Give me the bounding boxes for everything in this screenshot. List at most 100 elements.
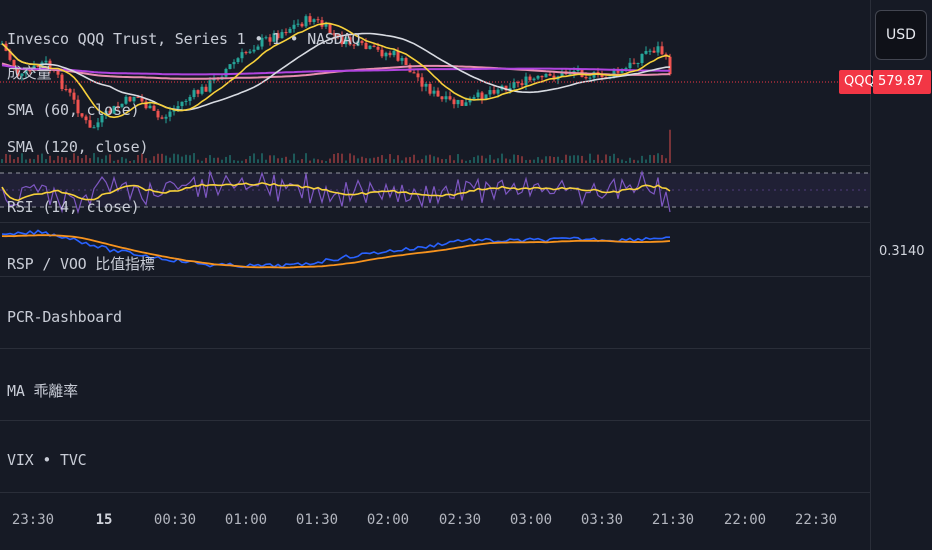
volume-bar xyxy=(201,160,203,163)
ma-deviation-legend[interactable]: MA 乖離率 xyxy=(7,382,78,400)
volume-bar xyxy=(153,156,155,163)
volume-bar xyxy=(49,155,51,163)
volume-bar xyxy=(577,155,579,163)
candle-body xyxy=(244,52,248,54)
candle-body xyxy=(344,37,348,45)
sma-120-legend[interactable]: SMA (120, close) xyxy=(7,138,149,156)
volume-bar xyxy=(1,159,3,163)
volume-bar xyxy=(605,154,607,163)
candle-body xyxy=(472,97,476,100)
volume-bar xyxy=(541,159,543,163)
candle-body xyxy=(128,96,132,102)
pcr-dashboard-legend[interactable]: PCR-Dashboard xyxy=(7,308,122,326)
volume-bar xyxy=(21,153,23,163)
candle-body xyxy=(124,96,128,104)
candle-body xyxy=(332,33,336,35)
candle-body xyxy=(640,53,644,64)
pane-separator[interactable] xyxy=(0,165,870,166)
candle-body xyxy=(224,69,228,77)
candle-body xyxy=(80,113,84,117)
volume-bar xyxy=(285,156,287,163)
candle-body xyxy=(484,94,488,100)
currency-button[interactable]: USD xyxy=(875,10,927,60)
pane-separator[interactable] xyxy=(0,348,870,349)
candle-body xyxy=(448,96,452,100)
volume-bar xyxy=(281,157,283,163)
candle-body xyxy=(180,101,184,107)
volume-bar xyxy=(101,158,103,163)
candle-body xyxy=(524,76,528,86)
candle-body xyxy=(628,62,632,69)
volume-bar xyxy=(245,159,247,163)
candle-body xyxy=(668,56,672,75)
volume-bars xyxy=(1,129,671,163)
candle-body xyxy=(68,89,72,93)
volume-bar xyxy=(185,154,187,163)
candle-body xyxy=(260,37,264,47)
sma-60-legend[interactable]: SMA (60, close) xyxy=(7,101,140,119)
chart-canvas[interactable] xyxy=(0,0,870,500)
volume-bar xyxy=(397,155,399,163)
volume-bar xyxy=(81,158,83,163)
volume-bar xyxy=(273,155,275,163)
volume-bar xyxy=(633,159,635,163)
volume-bar xyxy=(225,156,227,163)
candle-body xyxy=(88,120,92,128)
candle-body xyxy=(204,86,208,92)
volume-bar xyxy=(401,160,403,163)
candle-body xyxy=(188,97,192,101)
volume-bar xyxy=(461,159,463,163)
time-axis-tick: 02:00 xyxy=(366,512,410,528)
candle-body xyxy=(480,92,484,100)
price-tag-value: 579.87 xyxy=(873,70,931,94)
candle-body xyxy=(380,49,384,57)
candle-body xyxy=(340,35,344,45)
vix-legend[interactable]: VIX • TVC xyxy=(7,451,87,469)
rsi-legend[interactable]: RSI (14, close) xyxy=(7,198,140,216)
ma-purple-line xyxy=(1,64,671,76)
volume-bar xyxy=(533,159,535,163)
volume-bar xyxy=(433,156,435,163)
candle-body xyxy=(192,90,196,98)
rsi-ma-line xyxy=(1,182,671,202)
volume-bar xyxy=(601,160,603,163)
candle-body xyxy=(148,105,152,109)
candle-body xyxy=(256,46,260,50)
candle-body xyxy=(440,96,444,100)
candle-body xyxy=(108,110,112,114)
rsp-voo-legend[interactable]: RSP / VOO 比值指標 xyxy=(7,255,155,273)
candle-body xyxy=(84,116,88,121)
candle-body xyxy=(44,60,48,63)
volume-bar xyxy=(305,153,307,163)
candle-body xyxy=(504,85,508,91)
time-axis-tick: 21:30 xyxy=(651,512,695,528)
candle-body xyxy=(12,59,16,69)
candle-body xyxy=(508,87,512,91)
candle-body xyxy=(272,33,276,42)
candle-body xyxy=(420,77,424,87)
volume-bar xyxy=(473,157,475,163)
symbol-title[interactable]: Invesco QQQ Trust, Series 1 • 1 • NASDAQ xyxy=(7,30,361,48)
candle-body xyxy=(120,103,124,107)
volume-bar xyxy=(109,154,111,163)
volume-bar xyxy=(17,157,19,163)
candle-body xyxy=(424,84,428,87)
candle-body xyxy=(588,77,592,79)
pane-separator[interactable] xyxy=(0,222,870,223)
candle-body xyxy=(152,105,156,111)
volume-legend[interactable]: 成交量 xyxy=(7,64,52,82)
volume-bar xyxy=(73,153,75,163)
volume-bar xyxy=(525,160,527,163)
candle-body xyxy=(384,52,388,57)
volume-bar xyxy=(209,155,211,163)
volume-bar xyxy=(193,153,195,163)
candle-body xyxy=(520,83,524,86)
volume-bar xyxy=(457,154,459,163)
pane-separator[interactable] xyxy=(0,492,870,493)
pane-separator[interactable] xyxy=(0,276,870,277)
volume-bar xyxy=(53,160,55,163)
pane-separator[interactable] xyxy=(0,420,870,421)
volume-bar xyxy=(609,156,611,163)
volume-bar xyxy=(277,158,279,163)
volume-bar xyxy=(313,158,315,163)
